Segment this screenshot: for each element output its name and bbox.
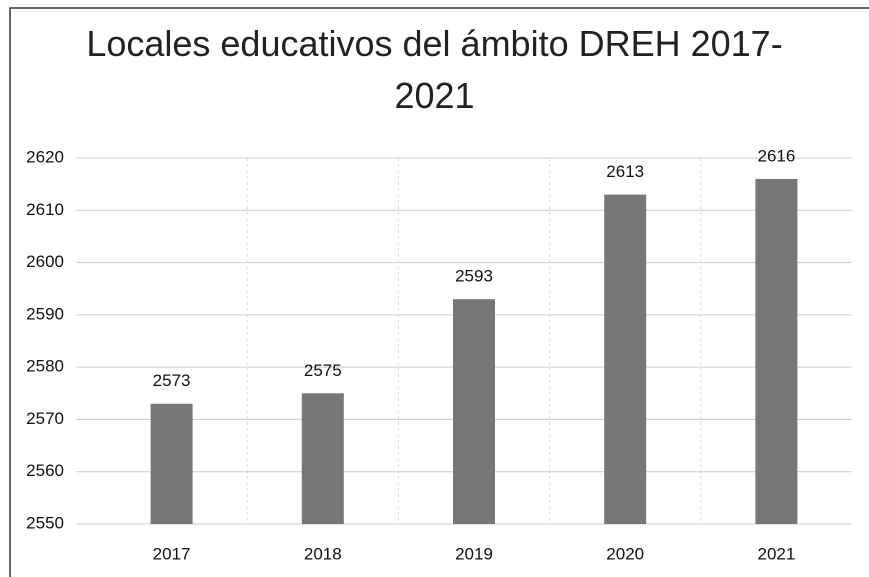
y-tick-label: 2590 bbox=[26, 304, 64, 323]
bar bbox=[150, 403, 193, 524]
data-label: 2613 bbox=[606, 162, 644, 181]
data-label: 2573 bbox=[153, 371, 191, 390]
bar bbox=[301, 393, 344, 524]
x-tick-label: 2017 bbox=[153, 544, 191, 563]
x-tick-label: 2019 bbox=[455, 544, 493, 563]
x-tick-label: 2021 bbox=[757, 544, 795, 563]
y-tick-label: 2560 bbox=[26, 461, 64, 480]
bar bbox=[604, 194, 647, 524]
bar bbox=[453, 299, 495, 524]
y-tick-label: 2620 bbox=[26, 147, 64, 166]
y-tick-label: 2600 bbox=[26, 252, 64, 271]
data-label: 2593 bbox=[455, 267, 493, 286]
chart-title: Locales educativos del ámbito DREH 2017-… bbox=[86, 23, 783, 116]
data-label: 2575 bbox=[304, 361, 342, 380]
y-tick-label: 2610 bbox=[26, 200, 64, 219]
bar bbox=[755, 178, 798, 524]
y-tick-label: 2550 bbox=[26, 513, 64, 532]
x-tick-label: 2018 bbox=[304, 544, 342, 563]
frame bbox=[9, 7, 869, 577]
data-label: 2616 bbox=[757, 146, 795, 165]
x-tick-label: 2020 bbox=[606, 544, 644, 563]
y-tick-label: 2570 bbox=[26, 409, 64, 428]
y-tick-label: 2580 bbox=[26, 357, 64, 376]
